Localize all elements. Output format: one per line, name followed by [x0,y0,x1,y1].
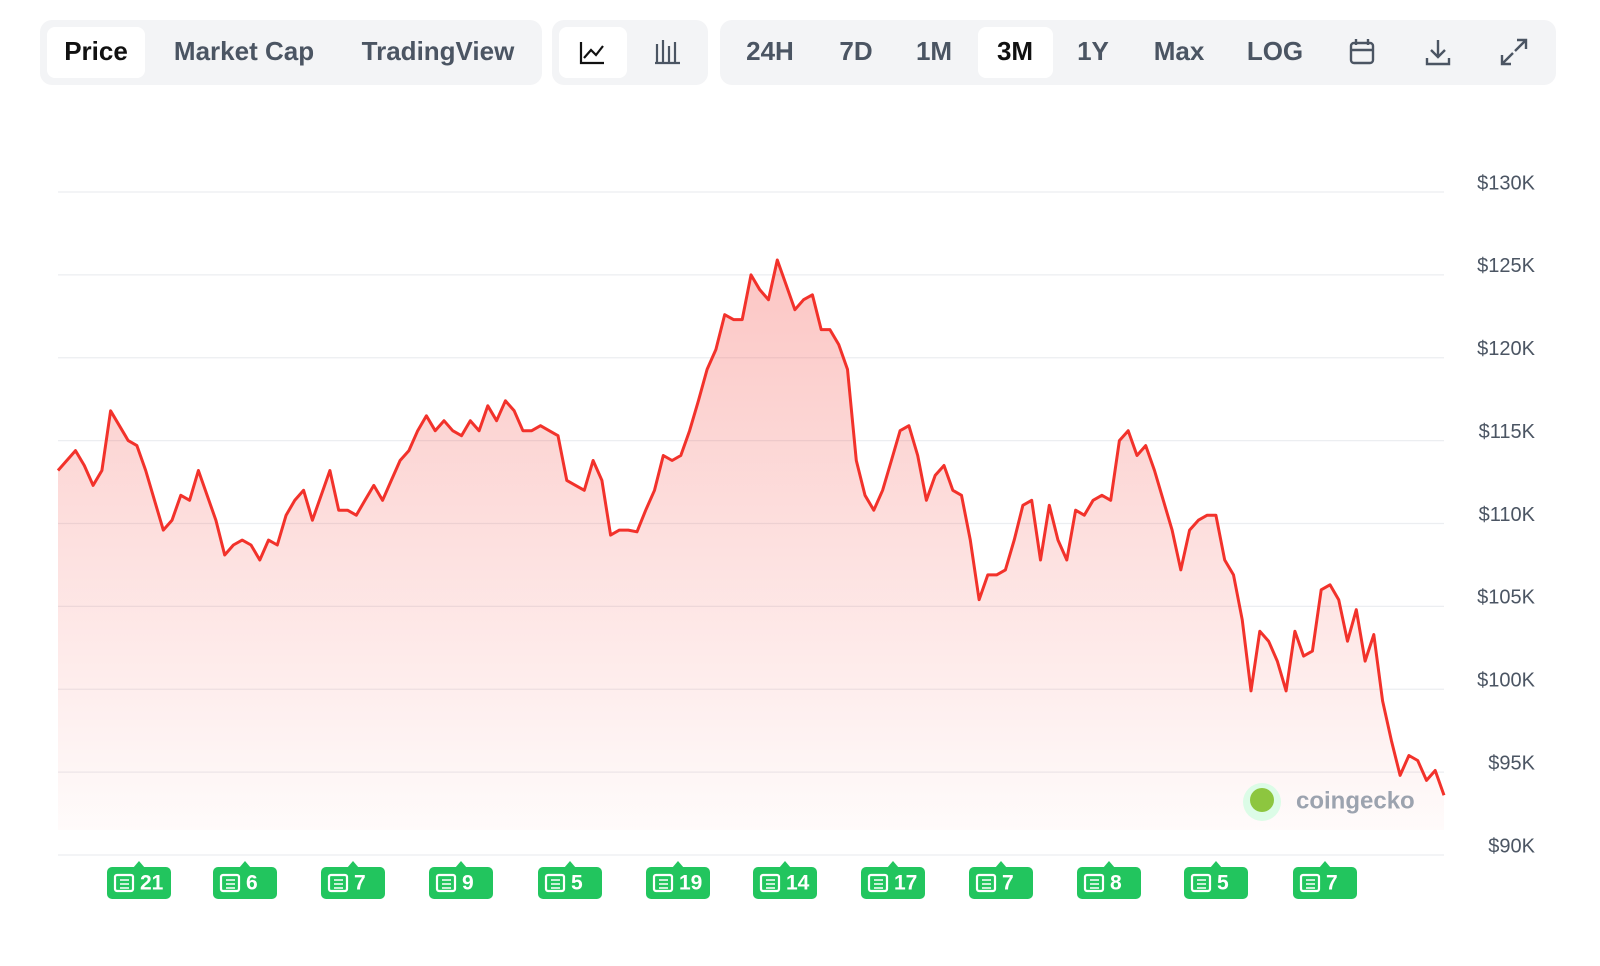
active-pill [978,27,1053,78]
badge-notch [239,861,251,868]
news-count: 7 [1002,872,1014,895]
news-count: 5 [571,872,583,895]
news-count: 8 [1110,872,1122,895]
expand-icon[interactable] [1500,38,1528,66]
badge-notch [1103,861,1115,868]
news-icon-lines [874,879,883,889]
news-count: 7 [354,872,366,895]
news-icon [327,873,349,893]
news-icon-lines [120,879,129,889]
badge-notch [347,861,359,868]
price-line [56,258,1446,796]
range-tab[interactable]: 3M [997,36,1033,66]
range-group [720,20,1556,85]
news-icon [759,873,781,893]
y-tick-label: $120K [1477,338,1535,360]
y-tick-label: $105K [1477,587,1535,609]
news-icon-lines [659,879,668,889]
badge-notch [133,861,145,868]
view-group [40,20,542,85]
range-tab[interactable]: 1Y [1077,36,1109,66]
range-tab[interactable]: Max [1154,36,1205,66]
news-icon [975,873,997,893]
badge-notch [1319,861,1331,868]
news-badge[interactable] [429,867,493,899]
y-tick-label: $100K [1477,670,1535,692]
candle-icon[interactable] [655,40,680,65]
news-count: 17 [894,872,917,895]
news-icon [219,873,241,893]
news-icon-lines [982,879,991,889]
news-icon [1190,873,1212,893]
news-count: 21 [140,872,164,895]
y-tick-label: $95K [1488,752,1535,774]
calendar-icon[interactable] [1349,39,1375,65]
news-icon [1083,873,1105,893]
y-tick-label: $110K [1479,504,1536,526]
news-badge[interactable] [1293,867,1357,899]
badge-notch [455,861,467,868]
news-icon-lines [226,879,235,889]
news-icon-lines [1197,879,1206,889]
news-badge[interactable] [538,867,602,899]
view-tab[interactable]: TradingView [362,36,515,66]
plot [56,191,1446,856]
news-badge[interactable] [969,867,1033,899]
watermark-logo-inner [1250,788,1274,812]
area [58,260,1444,830]
news-icon [1299,873,1321,893]
news-count: 14 [786,872,810,895]
range-tab[interactable]: 1M [916,36,952,66]
line-icon [579,42,604,65]
range-tab[interactable]: 24H [746,36,794,66]
news-count: 5 [1217,872,1229,895]
news-badge[interactable] [213,867,277,899]
news-icon-lines [766,879,775,889]
y-tick-label: $130K [1477,172,1535,194]
news-icon [544,873,566,893]
news-count: 19 [679,872,702,895]
view-tab[interactable]: Price [64,36,128,66]
news-badge[interactable] [1077,867,1141,899]
badge-notch [564,861,576,868]
y-tick-label: $115K [1479,421,1536,443]
range-tab[interactable]: LOG [1247,36,1303,66]
news-count: 7 [1326,872,1338,895]
range-tab[interactable]: 7D [839,36,872,66]
badge-notch [1210,861,1222,868]
active-pill [47,27,145,78]
news-icon-lines [442,879,451,889]
news-icon-lines [551,879,560,889]
badge-notch [779,861,791,868]
badge-notch [887,861,899,868]
news-icon [867,873,889,893]
watermark: coingecko [1296,787,1415,814]
news-icon-lines [334,879,343,889]
news-badge[interactable] [1184,867,1248,899]
news-icon [652,873,674,893]
news-badge[interactable] [321,867,385,899]
news-count: 6 [246,872,258,895]
news-icon-lines [1306,879,1315,889]
badge-notch [995,861,1007,868]
news-icon [435,873,457,893]
news-icon [113,873,135,893]
news-icon-lines [1090,879,1099,889]
news-count: 9 [462,872,474,895]
y-tick-label: $125K [1477,255,1535,277]
badge-notch [672,861,684,868]
y-tick-label: $90K [1488,835,1535,857]
view-tab[interactable]: Market Cap [174,36,314,66]
download-icon[interactable] [1425,40,1451,66]
